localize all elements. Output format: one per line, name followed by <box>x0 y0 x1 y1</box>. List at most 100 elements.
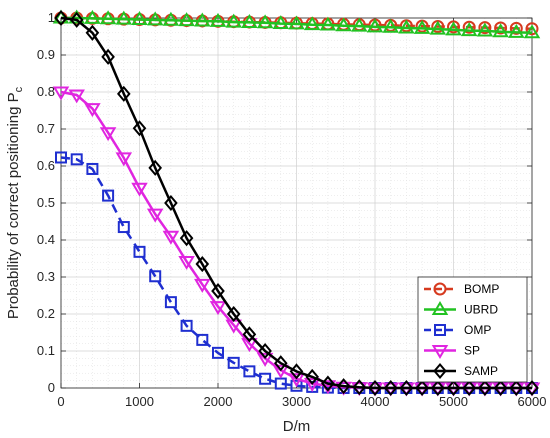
data-point-marker <box>335 17 352 32</box>
y-tick-label: 0.7 <box>37 121 55 136</box>
data-point-marker <box>146 208 164 223</box>
data-point-marker <box>146 11 164 26</box>
data-point-marker <box>434 324 446 336</box>
legend-entry-ubrd: UBRD <box>424 301 498 317</box>
data-point-marker <box>99 10 117 25</box>
data-point-marker <box>336 378 351 395</box>
legend-entry-sp: SP <box>424 344 480 359</box>
data-point-marker <box>86 162 99 175</box>
data-point-marker <box>492 23 509 38</box>
x-axis-label: D/m <box>283 418 311 435</box>
data-point-marker <box>305 368 320 385</box>
data-point-marker <box>179 230 194 247</box>
data-point-marker <box>178 12 195 27</box>
data-point-marker <box>52 86 70 101</box>
x-tick-label: 3000 <box>282 394 311 409</box>
legend-entry-samp: SAMP <box>424 362 498 380</box>
data-point-marker <box>446 379 461 397</box>
data-point-marker <box>460 22 478 37</box>
data-point-marker <box>429 20 447 35</box>
data-point-marker <box>115 152 133 167</box>
data-point-marker <box>117 221 130 234</box>
series-ubrd <box>52 9 541 39</box>
data-point-marker <box>149 270 162 283</box>
data-point-marker <box>289 363 304 380</box>
y-tick-labels: 0 0.1 0.2 0.3 0.4 0.5 0.6 0.7 0.8 0.9 1 <box>37 10 55 395</box>
data-point-marker <box>509 379 524 397</box>
data-series <box>52 9 541 397</box>
data-point-marker <box>382 18 399 33</box>
data-point-marker <box>351 17 368 32</box>
y-tick-label: 0 <box>48 380 55 395</box>
data-point-marker <box>212 346 224 359</box>
data-point-marker <box>476 22 494 37</box>
data-point-marker <box>194 12 211 27</box>
data-point-marker <box>227 356 240 369</box>
data-point-marker <box>162 230 180 245</box>
y-axis-label: Probability of correct positioning Pc <box>5 86 25 319</box>
data-point-marker <box>494 21 508 35</box>
data-point-marker <box>272 15 290 30</box>
data-point-marker <box>55 151 67 164</box>
data-point-marker <box>303 378 321 393</box>
data-point-marker <box>383 379 398 397</box>
data-point-marker <box>133 245 146 258</box>
data-point-marker <box>430 379 445 397</box>
x-tick-labels: 0 1000 2000 3000 4000 5000 6000 <box>57 394 546 409</box>
legend-label: SAMP <box>464 364 498 378</box>
data-point-marker <box>162 11 180 26</box>
data-point-marker <box>462 379 477 397</box>
data-point-marker <box>525 379 539 397</box>
data-point-marker <box>398 19 415 34</box>
data-point-marker <box>99 127 117 142</box>
data-point-marker <box>131 182 148 197</box>
data-point-marker <box>69 11 84 28</box>
data-point-marker <box>508 23 525 38</box>
data-point-marker <box>478 21 492 35</box>
x-tick-label: 4000 <box>361 394 390 409</box>
data-point-marker <box>445 21 462 36</box>
data-point-marker <box>178 255 195 270</box>
data-point-marker <box>319 16 337 31</box>
series-line-samp <box>60 16 532 390</box>
data-point-marker <box>413 19 431 34</box>
y-tick-label: 0.6 <box>37 158 55 173</box>
data-point-marker <box>256 14 274 29</box>
data-point-marker <box>523 24 541 39</box>
data-point-marker <box>259 372 272 385</box>
data-point-marker <box>194 278 211 293</box>
data-point-marker <box>243 365 256 378</box>
data-point-marker <box>493 379 508 397</box>
legend-entry-omp: OMP <box>424 323 491 337</box>
data-point-marker <box>273 355 288 372</box>
data-point-marker <box>164 194 178 212</box>
data-point-marker <box>148 159 163 176</box>
y-tick-label: 1 <box>48 10 55 25</box>
data-point-marker <box>116 85 131 102</box>
y-tick-label: 0.4 <box>37 232 55 247</box>
data-point-marker <box>288 15 305 30</box>
data-point-marker <box>132 120 147 137</box>
x-tick-label: 2000 <box>204 394 233 409</box>
data-point-marker <box>352 379 367 396</box>
legend-label: BOMP <box>464 282 499 296</box>
data-point-marker <box>272 364 290 379</box>
data-point-marker <box>102 189 115 202</box>
data-point-marker <box>131 11 148 25</box>
data-point-marker <box>303 16 321 31</box>
y-axis-label-main: Probability of correct positioning P <box>5 92 22 319</box>
data-point-marker <box>209 301 227 316</box>
data-point-marker <box>54 9 68 27</box>
data-point-marker <box>321 375 335 392</box>
data-point-marker <box>288 373 305 388</box>
data-point-marker <box>368 379 382 397</box>
data-point-marker <box>478 379 492 397</box>
data-point-marker <box>52 9 70 24</box>
data-point-marker <box>509 21 523 35</box>
data-point-marker <box>241 13 258 28</box>
y-tick-label: 0.1 <box>37 343 55 358</box>
data-point-marker <box>256 352 274 367</box>
data-point-marker <box>462 20 476 34</box>
y-tick-label: 0.5 <box>37 195 55 210</box>
